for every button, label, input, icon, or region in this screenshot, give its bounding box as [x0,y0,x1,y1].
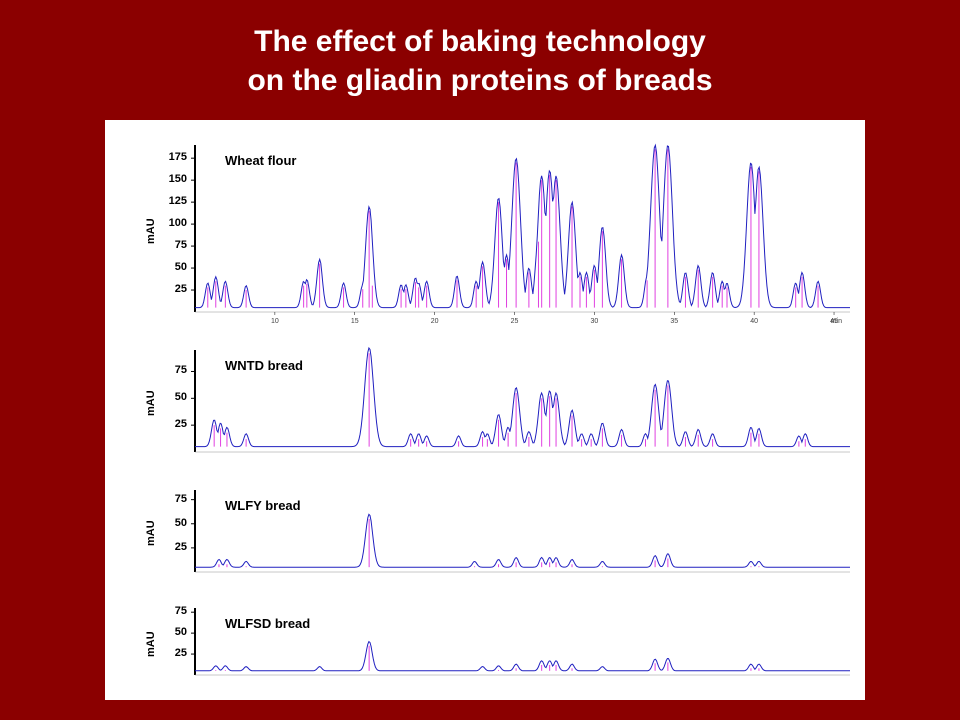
y-tick-label: 75 [155,239,187,251]
title-line-1: The effect of baking technology [254,25,706,58]
series-label: WNTD bread [225,358,303,373]
y-tick-label: 150 [155,173,187,185]
y-axis-label: mAU [145,520,157,546]
y-tick-label: 100 [155,217,187,229]
svg-text:10: 10 [271,318,279,325]
svg-text:40: 40 [750,318,758,325]
y-axis-label: mAU [145,218,157,244]
y-tick-label: 75 [155,605,187,617]
y-axis-label: mAU [145,390,157,416]
series-label: WLFSD bread [225,616,310,631]
y-tick-label: 50 [155,391,187,403]
y-tick-label: 25 [155,647,187,659]
slide-title: The effect of baking technology on the g… [0,0,960,100]
chromatogram-0: 1015202530354045min255075100125150175mAU… [105,135,865,330]
chromatogram-1: 25 50 75 mAU WNTD bread [105,340,865,470]
svg-text:35: 35 [670,318,678,325]
svg-text:30: 30 [590,318,598,325]
svg-text:20: 20 [431,318,439,325]
y-tick-label: 25 [155,283,187,295]
slide: The effect of baking technology on the g… [0,0,960,720]
y-tick-label: 75 [155,364,187,376]
svg-text:25: 25 [511,318,519,325]
title-line-2: on the gliadin proteins of breads [247,64,712,97]
y-tick-label: 25 [155,541,187,553]
y-axis-label: mAU [145,631,157,657]
y-tick-label: 25 [155,418,187,430]
y-tick-label: 75 [155,493,187,505]
y-tick-label: 50 [155,626,187,638]
y-tick-label: 175 [155,151,187,163]
y-tick-label: 50 [155,517,187,529]
chart-panel: 1015202530354045min255075100125150175mAU… [105,120,865,700]
svg-text:15: 15 [351,318,359,325]
series-label: Wheat flour [225,153,297,168]
y-tick-label: 50 [155,261,187,273]
chromatogram-2: 25 50 75 mAU WLFY bread [105,480,865,590]
chromatogram-3: 25 50 75 mAU WLFSD bread [105,598,865,693]
svg-text:min: min [831,318,842,325]
y-tick-label: 125 [155,195,187,207]
series-label: WLFY bread [225,498,301,513]
